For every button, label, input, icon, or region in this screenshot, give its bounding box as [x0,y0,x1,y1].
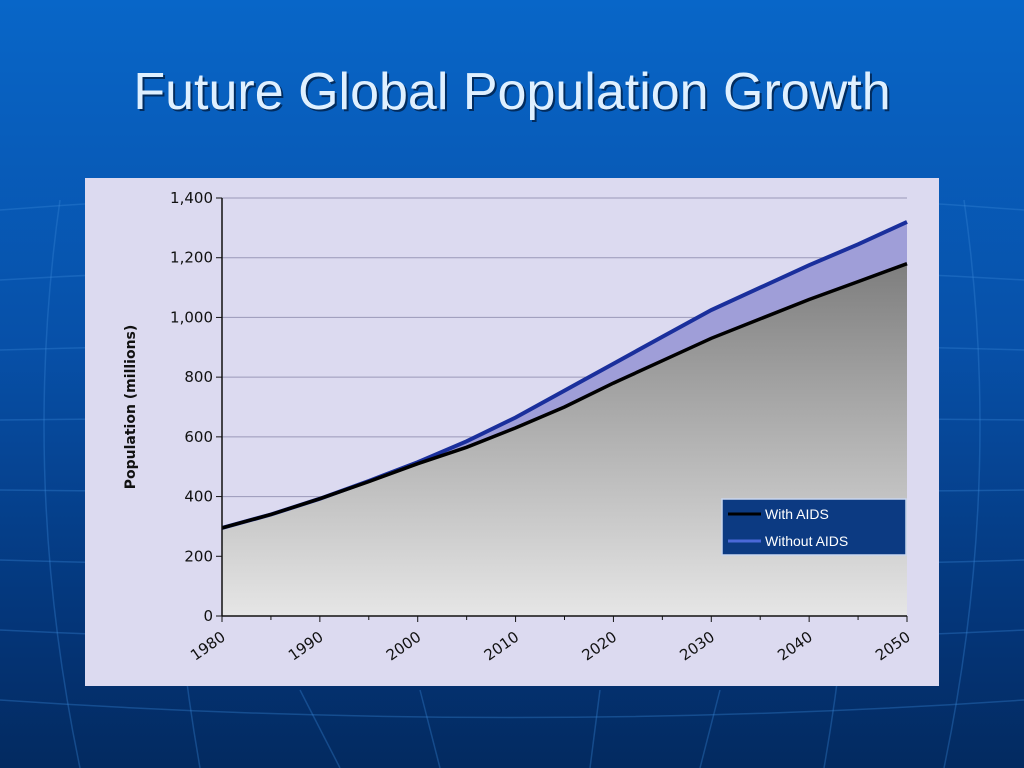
x-tick-label: 1980 [187,628,229,665]
x-tick-label: 2050 [872,628,914,665]
x-tick-labels: 1980 1990 2000 2010 2020 2030 2040 2050 [187,616,914,664]
x-tick-label: 2030 [676,628,718,665]
y-tick-label: 1,400 [170,189,213,207]
y-tick-labels: 0 200 400 600 800 1,000 1,200 1,400 [170,189,222,625]
x-tick-label: 1990 [285,628,327,665]
legend-label-without-aids: Without AIDS [765,533,848,549]
y-tick-label: 1,000 [170,308,213,326]
x-tick-label: 2010 [481,628,523,665]
legend-label-with-aids: With AIDS [765,506,829,522]
x-tick-label: 2040 [774,628,816,665]
y-tick-label: 1,200 [170,249,213,267]
chart-panel: 0 200 400 600 800 1,000 1,200 1,400 1980 1990 200… [85,178,939,686]
population-chart: 0 200 400 600 800 1,000 1,200 1,400 1980 1990 200… [123,189,914,664]
y-tick-label: 400 [184,488,213,506]
slide-title: Future Global Population Growth [133,63,891,121]
legend: With AIDS Without AIDS [721,498,907,556]
y-tick-label: 200 [184,547,213,565]
y-axis-label: Population (millions) [123,325,139,490]
y-tick-label: 800 [184,368,213,386]
y-tick-label: 600 [184,428,213,446]
legend-box [721,498,907,556]
x-tick-label: 2020 [579,628,621,665]
y-tick-label: 0 [203,607,213,625]
with-aids-line [221,262,908,530]
x-tick-label: 2000 [383,628,425,665]
